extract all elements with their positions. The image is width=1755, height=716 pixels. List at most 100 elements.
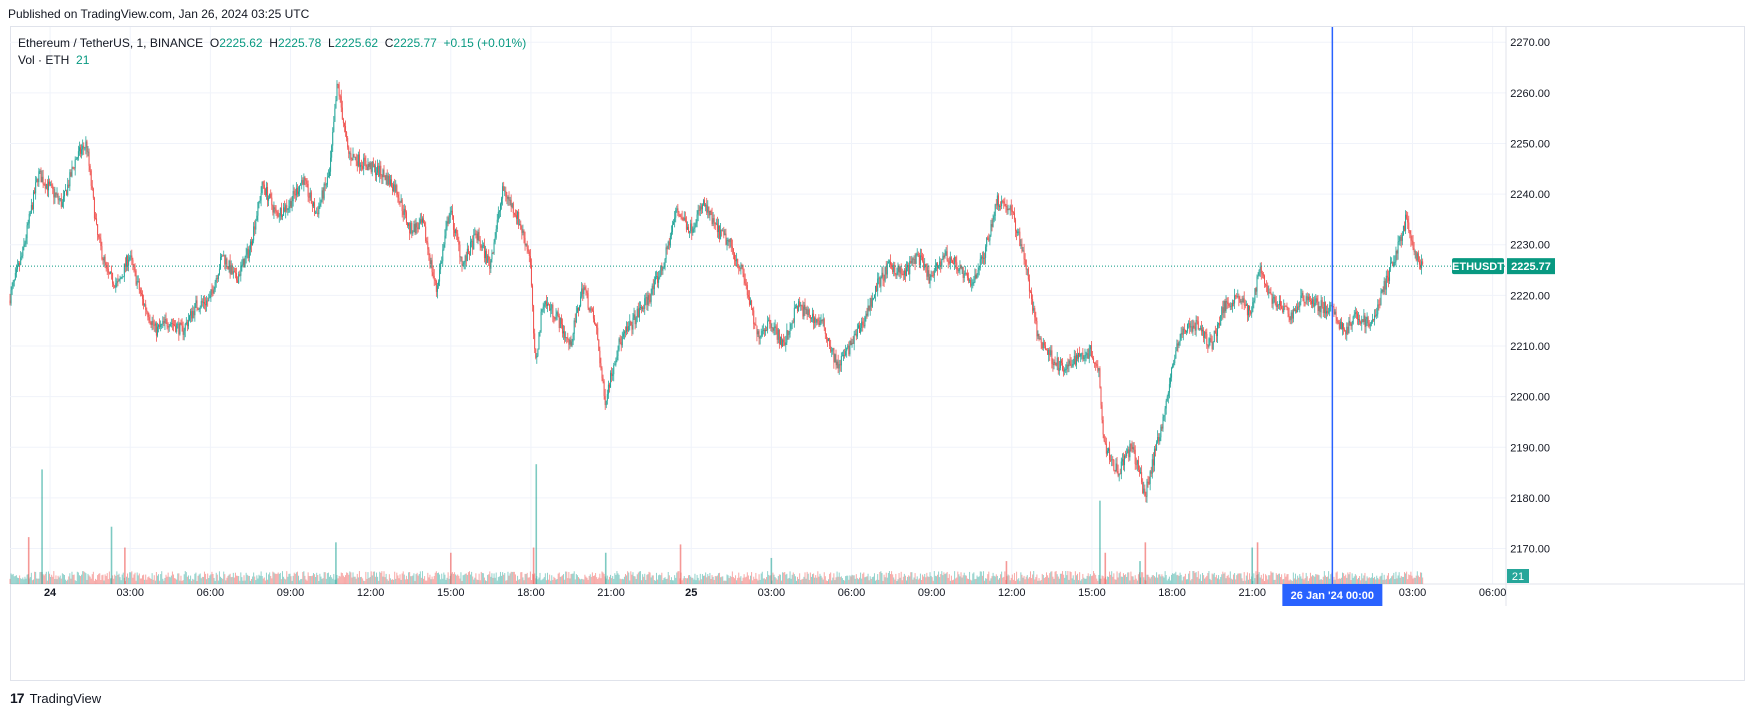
candle-body (722, 230, 724, 232)
candle-body (333, 121, 335, 133)
candle-body (1161, 426, 1163, 429)
chart-frame[interactable] (10, 26, 1745, 681)
candle-body (538, 332, 540, 350)
candle-body (1385, 275, 1387, 290)
candle-body (472, 240, 474, 250)
volume-bar (292, 575, 294, 584)
candle-body (493, 242, 495, 254)
candle-body (1294, 309, 1296, 311)
candle-body (80, 147, 82, 154)
candle-body (16, 265, 18, 270)
candle-body (132, 259, 134, 266)
crosshair: 26 Jan '24 00:00 (1282, 27, 1383, 606)
x-tick-label: 21:00 (1238, 587, 1266, 599)
volume-bar (264, 580, 266, 584)
volume-bar (311, 575, 313, 584)
volume-bar (1335, 572, 1337, 584)
candle-body (604, 395, 606, 406)
volume-bar (1366, 576, 1368, 584)
volume-bar (1070, 572, 1072, 584)
volume-bar (1290, 580, 1292, 584)
volume-bar (166, 576, 168, 584)
candle-body (826, 339, 828, 341)
candle-body (509, 199, 511, 201)
volume-bar (325, 578, 327, 584)
volume-bar (599, 573, 601, 584)
candle-body (146, 309, 148, 312)
volume-bar (97, 575, 99, 584)
volume-bar (762, 578, 764, 584)
volume-bar (920, 580, 922, 584)
candle-body (101, 246, 103, 259)
volume-bar (885, 572, 887, 584)
candle-body (884, 267, 886, 281)
volume-bar (624, 574, 626, 584)
volume-bar (139, 578, 141, 584)
candle-body (752, 308, 754, 311)
candle-body (617, 349, 619, 356)
volume-spike (449, 552, 452, 584)
candle-body (711, 212, 713, 225)
candle-body (717, 225, 719, 233)
candle-body (436, 285, 438, 292)
volume-bar (785, 574, 787, 584)
candle-body (1073, 355, 1075, 364)
volume-bar (1079, 572, 1081, 584)
candle-body (700, 206, 702, 210)
volume-bar (299, 580, 301, 584)
candle-body (1255, 288, 1257, 292)
volume-bar (317, 575, 319, 584)
candle-body (1183, 328, 1185, 331)
volume-bar (976, 575, 978, 584)
candle-body (1238, 296, 1240, 300)
candle-body (473, 234, 475, 250)
candle-body (186, 322, 188, 327)
volume-bar (269, 572, 271, 584)
candle-body (548, 303, 550, 305)
candle-body (134, 266, 136, 271)
volume-bar (1198, 578, 1200, 584)
volume-bar (1168, 576, 1170, 584)
candle-body (1136, 460, 1138, 465)
volume-bar (764, 579, 766, 584)
volume-bar (361, 576, 363, 584)
candle-body (1297, 306, 1299, 312)
volume-bar (1399, 577, 1401, 584)
candle-body (45, 183, 47, 189)
volume-bar (432, 579, 434, 584)
footer-brand[interactable]: 17 TradingView (10, 690, 101, 706)
volume-bar (50, 576, 52, 584)
volume-bar (944, 574, 946, 584)
volume-bar (92, 571, 94, 584)
candle-body (1193, 325, 1195, 328)
volume-bar (766, 577, 768, 584)
volume-bar (1064, 577, 1066, 584)
volume-bar (804, 572, 806, 584)
candle-body (401, 199, 403, 212)
volume-bar (1156, 572, 1158, 584)
candle-body (1021, 244, 1023, 252)
candle-body (1218, 323, 1220, 325)
volume-bar (53, 571, 55, 584)
volume-bar (456, 575, 458, 584)
volume-bar (425, 580, 427, 584)
candle-body (371, 161, 373, 172)
candle-body (1142, 482, 1144, 494)
volume-bar (451, 572, 453, 584)
candle-body (447, 221, 449, 224)
candle-body (247, 248, 249, 258)
candle-body (1196, 320, 1198, 322)
candle-body (634, 314, 636, 325)
volume-bar (1022, 577, 1024, 584)
candle-body (383, 169, 385, 176)
volume-bar (612, 575, 614, 584)
volume-bar (555, 579, 557, 584)
volume-bar (1028, 577, 1030, 584)
candle-body (372, 161, 374, 167)
volume-bar (1345, 574, 1347, 584)
volume-bar (57, 575, 59, 584)
candle-body (1194, 327, 1196, 331)
candle-body (495, 229, 497, 238)
candle-body (955, 256, 957, 263)
